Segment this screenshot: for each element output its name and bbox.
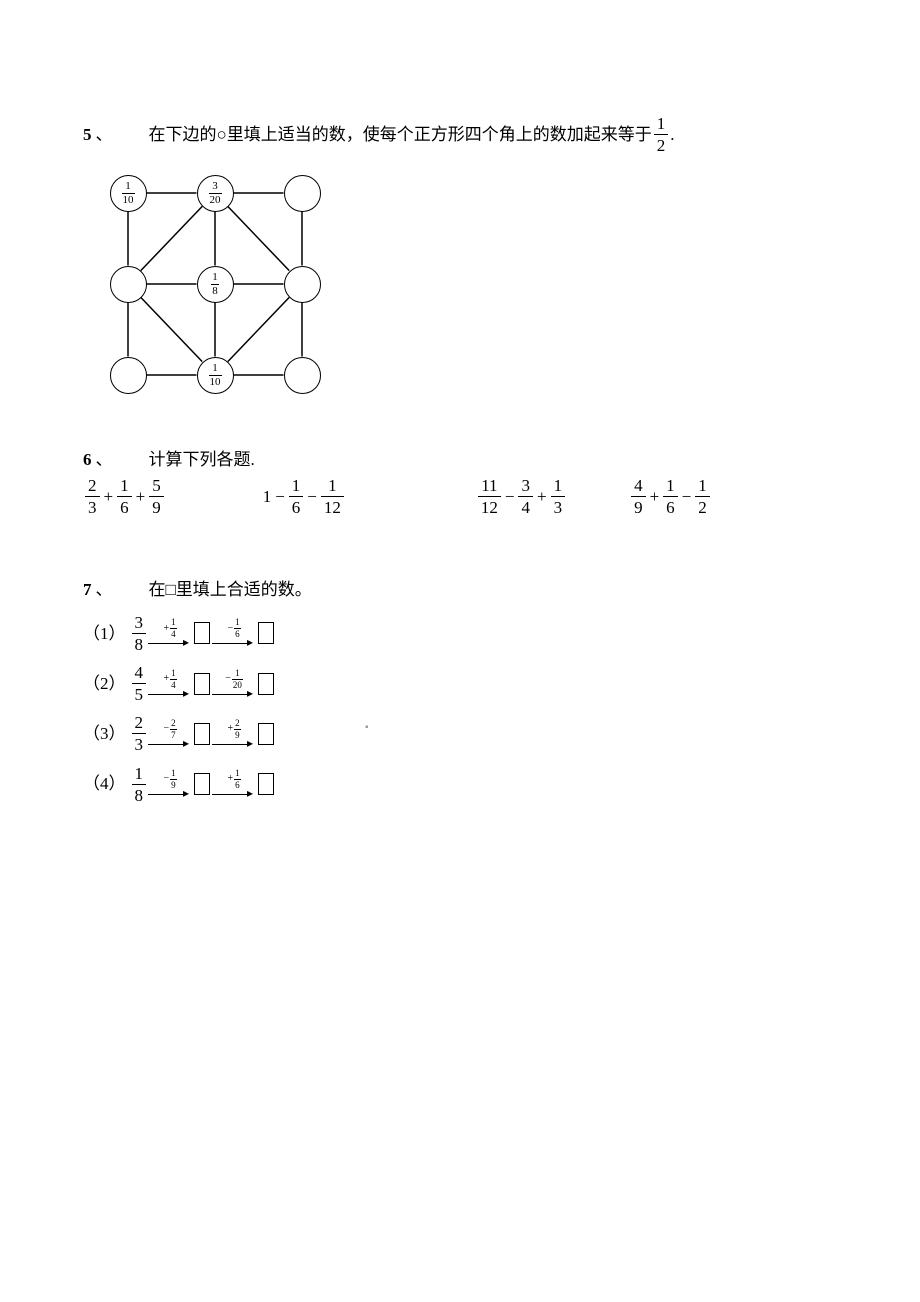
answer-box	[194, 622, 210, 644]
answer-box	[194, 673, 210, 695]
arrow-icon: −19▸	[148, 764, 192, 804]
p5-target-frac: 1 2	[654, 115, 669, 154]
p7-start-frac: 45	[132, 664, 147, 703]
answer-box	[258, 723, 274, 745]
p5-node-frac: 320	[209, 181, 222, 206]
p7-row-index: （4）	[83, 770, 126, 797]
fraction: 12	[695, 477, 710, 516]
arrow-icon: +16▸	[212, 764, 256, 804]
arrow-icon: −27▸	[148, 714, 192, 754]
answer-box	[194, 723, 210, 745]
answer-box	[258, 673, 274, 695]
p5-node-frac: 110	[122, 181, 135, 206]
p7-chain-row: （3）23−27▸ +29▸	[83, 714, 840, 754]
p7-row-index: （2）	[83, 670, 126, 697]
operator: +	[537, 483, 547, 510]
p5-target-num: 1	[654, 115, 669, 134]
p5-diagram: 110 320 18 110	[83, 166, 348, 416]
fraction: 59	[149, 477, 164, 516]
p7-start-frac: 23	[132, 714, 147, 753]
operator: +	[136, 483, 146, 510]
operator: −	[682, 483, 692, 510]
p7-row-index: （3）	[83, 720, 126, 747]
arrow-icon: −120▸	[212, 664, 256, 704]
integer: 1	[263, 483, 272, 510]
p5-node: 320	[197, 175, 234, 212]
operator: −	[307, 483, 317, 510]
page-marker: ▪	[365, 720, 369, 736]
p5-node-frac: 18	[211, 272, 219, 297]
p5-number: 5	[83, 121, 92, 148]
p5-text: 在下边的○里填上适当的数，使每个正方形四个角上的数加起来等于	[149, 121, 652, 148]
fraction: 1112	[478, 477, 501, 516]
fraction: 49	[631, 477, 646, 516]
p5-node	[110, 357, 147, 394]
fraction: 23	[85, 477, 100, 516]
fraction: 16	[117, 477, 132, 516]
p5-node-frac: 110	[209, 363, 222, 388]
p7-row-index: （1）	[83, 620, 126, 647]
fraction: 13	[551, 477, 566, 516]
p7-punct: 、	[96, 576, 113, 603]
arrow-icon: +14▸	[148, 664, 192, 704]
p5-node: 18	[197, 266, 234, 303]
arrow-icon: −16▸	[212, 613, 256, 653]
p6-text: 计算下列各题.	[149, 446, 255, 473]
p7-start-frac: 18	[132, 765, 147, 804]
p7-number: 7	[83, 576, 92, 603]
arrow-icon: +14▸	[148, 613, 192, 653]
p5-node: 110	[110, 175, 147, 212]
p7-chains: （1）38+14▸ −16▸ （2）45+14▸ −120▸ （3）23−27▸ +29▸…	[83, 613, 840, 804]
p7-text: 在□里填上合适的数。	[149, 576, 312, 603]
p5-punct: 、	[96, 121, 113, 148]
fraction: 16	[663, 477, 678, 516]
p6-punct: 、	[96, 446, 113, 473]
p7-chain-row: （1）38+14▸ −16▸	[83, 613, 840, 653]
p5-target-den: 2	[654, 134, 669, 154]
p5-node	[284, 175, 321, 212]
p7-chain-row: （2）45+14▸ −120▸	[83, 664, 840, 704]
fraction: 34	[518, 477, 533, 516]
p6-expression: 49+16−12	[629, 477, 712, 516]
operator: −	[505, 483, 515, 510]
answer-box	[258, 622, 274, 644]
operator: −	[275, 483, 285, 510]
p5-node	[284, 266, 321, 303]
p6-number: 6	[83, 446, 92, 473]
fraction: 16	[289, 477, 304, 516]
operator: +	[650, 483, 660, 510]
p6-expression: 1112−34+13	[476, 477, 567, 516]
answer-box	[258, 773, 274, 795]
p6-expression: 1−16−112	[261, 477, 346, 516]
p5-period: .	[670, 121, 674, 148]
arrow-icon: +29▸	[212, 714, 256, 754]
p6-expression: 23+16+59	[83, 477, 166, 516]
answer-box	[194, 773, 210, 795]
p5-node	[110, 266, 147, 303]
fraction: 112	[321, 477, 344, 516]
p7-start-frac: 38	[132, 614, 147, 653]
p7-chain-row: （4）18−19▸ +16▸	[83, 764, 840, 804]
p5-node: 110	[197, 357, 234, 394]
p6-expressions: 23+16+591−16−1121112−34+1349+16−12	[83, 477, 840, 516]
p5-node	[284, 357, 321, 394]
operator: +	[104, 483, 114, 510]
